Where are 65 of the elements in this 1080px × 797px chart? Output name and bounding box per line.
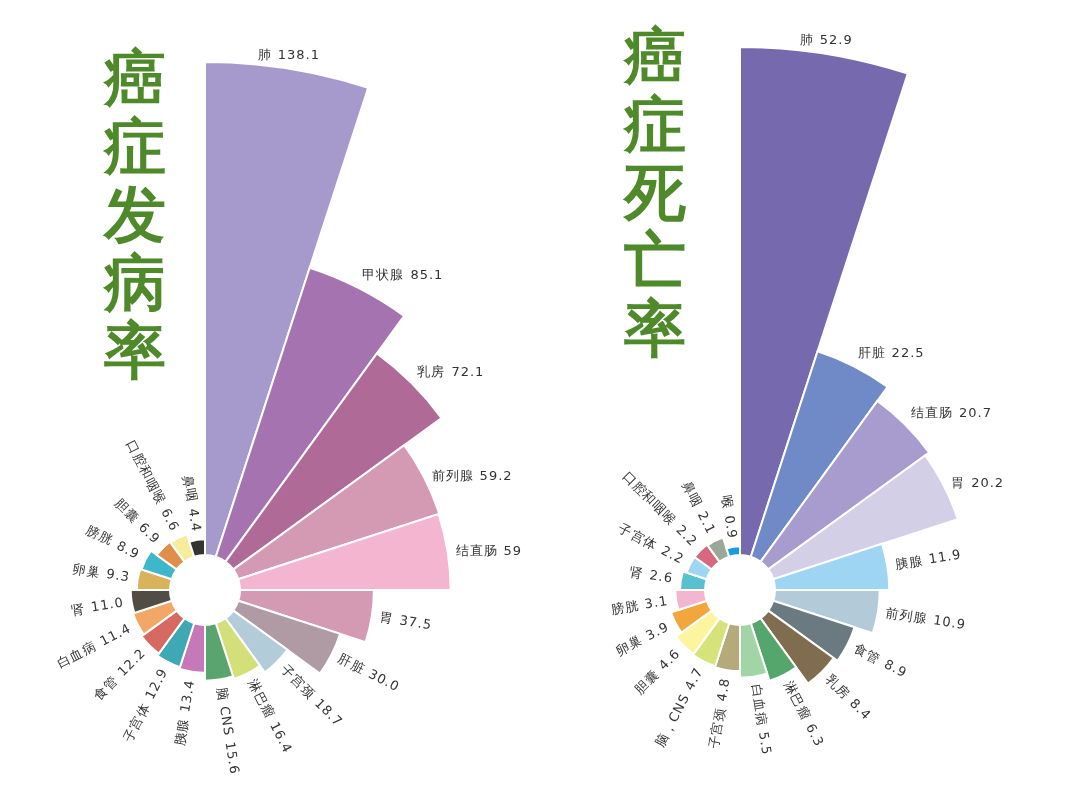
data-label: 0.9 [721,514,741,541]
category-label: 胰腺 [894,552,925,572]
data-label: 6.3 [802,721,828,750]
category-label: 淋巴瘤 [245,676,278,721]
category-label: 肝脏 [857,345,886,361]
data-label: 20.2 [971,475,1005,491]
category-label: 结直肠 [910,405,953,421]
category-label: 肾 [70,600,87,618]
category-label: 胃 [951,475,966,491]
data-label: 20.7 [958,405,992,421]
data-label: 13.4 [177,678,198,714]
category-label: 白血病 [54,638,99,671]
data-label: 4.8 [713,676,733,703]
data-label: 11.0 [89,594,125,615]
category-label: 脑 CNS [214,686,237,738]
data-label: 11.9 [927,546,963,567]
category-label: 白血病 [748,683,770,728]
category-label: 甲状腺 [362,267,405,282]
text: 癌症发病率 [102,42,166,387]
data-label: 11.4 [97,620,134,649]
category-label: 肾 [628,564,645,582]
data-label: 4.7 [681,664,706,693]
data-label: 12.9 [142,665,171,702]
data-label: 85.1 [410,267,444,282]
category-label: 乳房 [417,363,446,379]
category-label: 鼻咽 [180,473,200,504]
data-label: 2.6 [648,567,675,586]
data-label: 16.4 [267,719,296,756]
category-label: 喉 [718,494,736,511]
data-label: 10.9 [932,612,968,633]
data-label: 30.0 [366,666,403,695]
category-label: 前列腺 [884,604,929,627]
category-label: 肺 [799,31,814,47]
category-label: 卵巢 [71,560,102,580]
category-label: 淋巴瘤 [781,678,814,723]
data-label: 8.9 [881,656,910,681]
data-label: 3.9 [643,618,672,644]
category-label: 肝脏 [335,650,368,677]
data-label: 3.1 [643,592,670,612]
category-label: 胃 [378,609,395,627]
category-label: 子宫体 [616,520,661,554]
category-label: 结直肠 [455,543,498,559]
data-label: 59.2 [479,467,513,483]
data-label: 15.6 [222,740,243,776]
category-label: 膀胱 [609,597,640,617]
data-label: 22.5 [891,345,925,361]
category-label: 前列腺 [431,467,474,483]
data-label: 5.5 [756,730,775,757]
category-label: 食管 [90,672,121,704]
data-label: 37.5 [398,612,434,633]
text: 癌症死亡率 [622,20,686,365]
data-label: 4.4 [185,507,205,534]
category-label: 子宫体 [120,700,153,745]
data-label: 52.9 [819,31,853,47]
category-label: 肺 [257,46,272,62]
category-label: 鼻咽 [679,478,706,511]
data-label: 9.3 [105,565,132,585]
data-label: 138.1 [277,46,320,62]
category-label: 卵巢 [613,632,645,659]
data-label: 72.1 [451,363,485,379]
category-label: 子宫颈 [278,661,319,702]
category-label: 食管 [851,640,884,667]
data-label: 59 [503,543,523,559]
category-label: 胰腺 [171,716,192,747]
category-label: 子宫颈 [706,705,728,750]
